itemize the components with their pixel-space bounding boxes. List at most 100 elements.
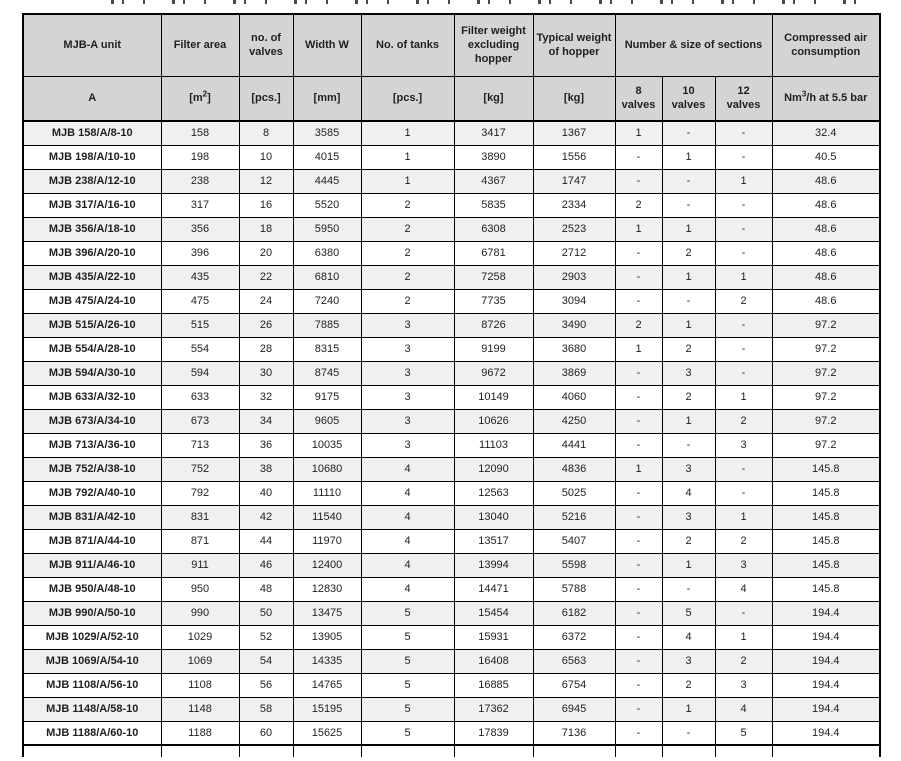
value-cell: - bbox=[714, 216, 773, 242]
stub-cell bbox=[714, 745, 773, 757]
value-cell: 2 bbox=[661, 240, 716, 266]
value-cell: 6781 bbox=[453, 240, 534, 266]
value-cell: 194.4 bbox=[771, 720, 881, 746]
value-cell: 13517 bbox=[453, 528, 534, 554]
header-sections-group: Number & size of sections bbox=[614, 13, 773, 77]
unit-m2-post: ] bbox=[207, 92, 211, 105]
stub-cell bbox=[292, 745, 362, 757]
header-filter-area: Filter area bbox=[160, 13, 240, 77]
unit-cell: MJB 792/A/40-10 bbox=[22, 480, 162, 506]
stub-cell bbox=[22, 745, 162, 757]
value-cell: 673 bbox=[160, 408, 240, 434]
value-cell: 1 bbox=[614, 120, 663, 146]
value-cell: - bbox=[661, 192, 716, 218]
value-cell: 13475 bbox=[292, 600, 362, 626]
value-cell: 7885 bbox=[292, 312, 362, 338]
value-cell: 10149 bbox=[453, 384, 534, 410]
value-cell: 1188 bbox=[160, 720, 240, 746]
value-cell: 5216 bbox=[532, 504, 616, 530]
value-cell: 15454 bbox=[453, 600, 534, 626]
value-cell: 50 bbox=[238, 600, 294, 626]
value-cell: 22 bbox=[238, 264, 294, 290]
value-cell: 911 bbox=[160, 552, 240, 578]
unit-label-pcs-valves: [pcs.] bbox=[238, 75, 294, 122]
valves-8-num: 8 bbox=[635, 84, 642, 97]
value-cell: 8726 bbox=[453, 312, 534, 338]
value-cell: 950 bbox=[160, 576, 240, 602]
value-cell: 56 bbox=[238, 672, 294, 698]
value-cell: 3 bbox=[661, 648, 716, 674]
unit-cell: MJB 435/A/22-10 bbox=[22, 264, 162, 290]
value-cell: 12400 bbox=[292, 552, 362, 578]
unit-cell: MJB 871/A/44-10 bbox=[22, 528, 162, 554]
value-cell: 1 bbox=[661, 408, 716, 434]
value-cell: 1108 bbox=[160, 672, 240, 698]
value-cell: 5 bbox=[360, 720, 455, 746]
value-cell: - bbox=[714, 144, 773, 170]
unit-cell: MJB 1108/A/56-10 bbox=[22, 672, 162, 698]
header-12-valves: 12 valves bbox=[714, 75, 773, 122]
value-cell: 16408 bbox=[453, 648, 534, 674]
header-air-consumption: Compressed air consumption bbox=[771, 13, 881, 77]
value-cell: 97.2 bbox=[771, 312, 881, 338]
value-cell: 11103 bbox=[453, 432, 534, 458]
value-cell: 17839 bbox=[453, 720, 534, 746]
unit-cell: MJB 831/A/42-10 bbox=[22, 504, 162, 530]
value-cell: 194.4 bbox=[771, 672, 881, 698]
value-cell: 1 bbox=[661, 312, 716, 338]
stub-cell bbox=[532, 745, 616, 757]
value-cell: 145.8 bbox=[771, 480, 881, 506]
value-cell: 46 bbox=[238, 552, 294, 578]
value-cell: 238 bbox=[160, 168, 240, 194]
unit-label-m2: [m2] bbox=[160, 75, 240, 122]
value-cell: 4250 bbox=[532, 408, 616, 434]
value-cell: 48.6 bbox=[771, 192, 881, 218]
table-row: MJB 673/A/34-10 673 34 9605 3 10626 4250-1 2 97.… bbox=[22, 408, 881, 434]
value-cell: 2 bbox=[360, 216, 455, 242]
value-cell: 2 bbox=[614, 192, 663, 218]
value-cell: 4 bbox=[714, 696, 773, 722]
value-cell: 1 bbox=[661, 216, 716, 242]
value-cell: 3 bbox=[360, 408, 455, 434]
value-cell: 48.6 bbox=[771, 168, 881, 194]
value-cell: 15931 bbox=[453, 624, 534, 650]
unit-cell: MJB 752/A/38-10 bbox=[22, 456, 162, 482]
table-row: MJB 713/A/36-10 713 36 10035 3 11103 4441- -3 97… bbox=[22, 432, 881, 458]
stub-cell bbox=[453, 745, 534, 757]
table-row: MJB 950/A/48-10 950 48 12830 4 14471 5788- -4 14… bbox=[22, 576, 881, 602]
value-cell: 2 bbox=[360, 192, 455, 218]
value-cell: 194.4 bbox=[771, 600, 881, 626]
value-cell: 633 bbox=[160, 384, 240, 410]
value-cell: 5950 bbox=[292, 216, 362, 242]
value-cell: 6372 bbox=[532, 624, 616, 650]
value-cell: 5788 bbox=[532, 576, 616, 602]
unit-cell: MJB 633/A/32-10 bbox=[22, 384, 162, 410]
value-cell: - bbox=[661, 432, 716, 458]
unit-label-kg-filter: [kg] bbox=[453, 75, 534, 122]
value-cell: 6308 bbox=[453, 216, 534, 242]
value-cell: 5 bbox=[360, 696, 455, 722]
value-cell: 28 bbox=[238, 336, 294, 362]
value-cell: 48.6 bbox=[771, 216, 881, 242]
value-cell: 3 bbox=[661, 360, 716, 386]
value-cell: 6182 bbox=[532, 600, 616, 626]
value-cell: 4 bbox=[661, 480, 716, 506]
value-cell: 554 bbox=[160, 336, 240, 362]
value-cell: 3 bbox=[360, 432, 455, 458]
value-cell: 4367 bbox=[453, 168, 534, 194]
header-hopper-weight: Typical weight of hopper bbox=[532, 13, 616, 77]
table-row: MJB 1148/A/58-10 1148 58 15195 5 17362 6945-1 4… bbox=[22, 696, 881, 722]
value-cell: 6754 bbox=[532, 672, 616, 698]
value-cell: 5 bbox=[360, 600, 455, 626]
valves-10-word: valves bbox=[671, 99, 706, 112]
table-row: MJB 515/A/26-10 515 26 7885 3 8726 3490 2 1-97.2 bbox=[22, 312, 881, 338]
value-cell: 5 bbox=[661, 600, 716, 626]
value-cell: 4 bbox=[661, 624, 716, 650]
value-cell: - bbox=[714, 120, 773, 146]
value-cell: 713 bbox=[160, 432, 240, 458]
value-cell: - bbox=[714, 312, 773, 338]
value-cell: 317 bbox=[160, 192, 240, 218]
header-unit: MJB-A unit bbox=[22, 13, 162, 77]
value-cell: - bbox=[714, 480, 773, 506]
value-cell: 16885 bbox=[453, 672, 534, 698]
